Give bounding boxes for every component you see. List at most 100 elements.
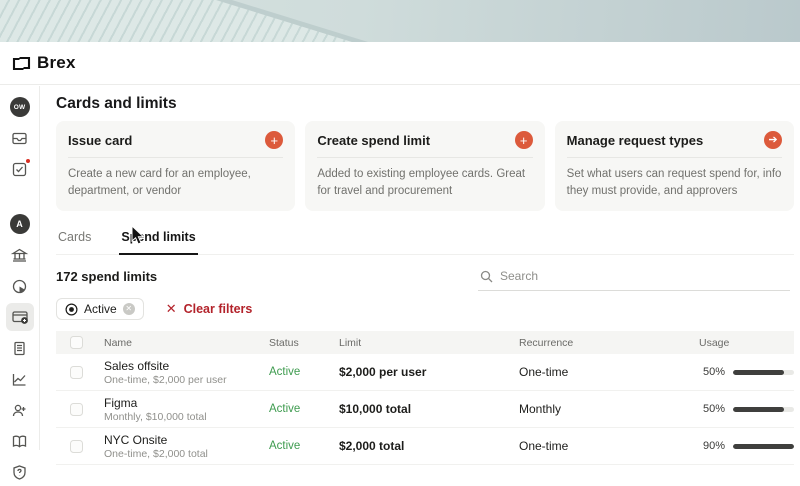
main-content: Cards and limits Issue card + Create a n… — [41, 86, 800, 466]
row-name: Sales offsite — [104, 358, 170, 373]
banner-stripe-pattern — [0, 0, 352, 42]
card-divider — [68, 157, 284, 158]
row-checkbox[interactable] — [70, 365, 83, 379]
status-badge: Active — [269, 440, 301, 453]
resources-icon — [12, 435, 27, 448]
brex-logo-icon — [12, 56, 31, 70]
list-header-row: 172 spend limits — [56, 266, 794, 292]
arrow-right-icon[interactable]: ➔ — [763, 131, 782, 149]
sidebar-item-banking[interactable] — [6, 241, 34, 269]
sidebar-avatar-a[interactable]: A — [6, 210, 34, 238]
insights-icon — [12, 279, 27, 293]
avatar-a-icon: A — [9, 214, 30, 234]
table-row[interactable]: NYC Onsite One-time, $2,000 total Active… — [56, 428, 794, 466]
row-recurrence: One-time — [519, 365, 569, 380]
brex-logo-text: Brex — [37, 53, 76, 72]
sidebar-item-bills[interactable] — [6, 334, 34, 362]
sidebar-avatar-ow[interactable]: OW — [6, 93, 34, 121]
spend-limits-table: Name Status Limit Recurrence Usage Sales… — [56, 331, 794, 466]
clear-x-icon: ✕ — [165, 301, 177, 317]
tab-cards[interactable]: Cards — [58, 230, 92, 245]
sidebar-item-support[interactable] — [6, 458, 34, 486]
row-name: NYC Onsite — [104, 432, 168, 447]
card-icon — [11, 311, 28, 324]
avatar-ow-icon: OW — [9, 97, 30, 117]
issue-card-card[interactable]: Issue card + Create a new card for an em… — [56, 121, 296, 212]
action-cards-row: Issue card + Create a new card for an em… — [56, 121, 794, 212]
filters-row: Active ✕ ✕ Clear filters — [56, 298, 794, 321]
active-filter-label: Active — [84, 302, 117, 317]
row-recurrence: Monthly — [519, 402, 562, 417]
tasks-icon — [12, 162, 27, 176]
team-icon — [12, 404, 26, 416]
sidebar-item-cards[interactable] — [5, 303, 34, 331]
page-title: Cards and limits — [56, 95, 177, 112]
issue-card-description: Create a new card for an employee, depar… — [68, 168, 251, 197]
create-spend-limit-description: Added to existing employee cards. Great … — [317, 168, 526, 197]
select-all-checkbox[interactable] — [70, 336, 83, 350]
tab-spend-limits[interactable]: Spend limits — [119, 224, 198, 256]
sidebar-item-reporting[interactable] — [6, 365, 34, 393]
table-row[interactable]: Figma Monthly, $10,000 total Active $10,… — [56, 391, 794, 429]
row-limit: $2,000 per user — [339, 365, 427, 380]
column-header-status[interactable]: Status — [269, 336, 299, 349]
card-divider — [317, 157, 533, 158]
manage-request-types-description: Set what users can request spend for, in… — [566, 168, 782, 197]
row-checkbox[interactable] — [70, 439, 83, 453]
usage-cell: 50% — [699, 366, 794, 378]
active-filter-chip[interactable]: Active ✕ — [56, 298, 144, 321]
sidebar-item-team[interactable] — [6, 396, 34, 424]
row-limit: $10,000 total — [339, 402, 412, 417]
usage-bar — [733, 369, 794, 375]
status-badge: Active — [269, 366, 301, 379]
radio-selected-icon — [65, 303, 78, 316]
bank-icon — [10, 248, 29, 262]
status-badge: Active — [269, 403, 301, 416]
row-name: Figma — [104, 395, 138, 410]
remove-filter-icon[interactable]: ✕ — [122, 303, 135, 316]
create-spend-limit-title: Create spend limit — [317, 132, 431, 148]
card-divider — [566, 157, 782, 158]
create-spend-limit-card[interactable]: Create spend limit + Added to existing e… — [305, 121, 545, 212]
search-input[interactable] — [500, 269, 788, 284]
issue-card-title: Issue card — [68, 132, 133, 148]
sidebar-item-resources[interactable] — [6, 427, 34, 455]
row-subtitle: Monthly, $10,000 total — [104, 410, 207, 423]
plus-icon[interactable]: + — [514, 131, 533, 149]
sidebar-item-insights[interactable] — [6, 272, 34, 300]
search-box[interactable] — [478, 266, 790, 292]
usage-bar — [733, 443, 794, 449]
row-recurrence: One-time — [519, 439, 569, 454]
row-limit: $2,000 total — [339, 439, 405, 454]
notification-dot — [24, 158, 31, 164]
usage-bar — [733, 406, 794, 412]
column-header-recurrence[interactable]: Recurrence — [519, 336, 574, 349]
sidebar-nav: OW A — [0, 86, 40, 480]
row-checkbox[interactable] — [70, 402, 83, 416]
clear-filters-label: Clear filters — [183, 302, 253, 317]
column-header-usage[interactable]: Usage — [699, 336, 730, 349]
plus-icon[interactable]: + — [265, 131, 284, 149]
clear-filters-button[interactable]: ✕ Clear filters — [166, 301, 253, 317]
support-icon — [13, 464, 26, 480]
table-header-row: Name Status Limit Recurrence Usage — [56, 331, 794, 355]
search-icon — [480, 270, 493, 283]
usage-percent: 50% — [702, 366, 725, 379]
row-subtitle: One-time, $2,000 per user — [104, 373, 227, 386]
usage-cell: 90% — [699, 440, 794, 452]
manage-request-types-title: Manage request types — [566, 132, 704, 148]
brex-logo[interactable]: Brex — [12, 53, 76, 73]
sidebar-item-tasks[interactable] — [6, 155, 34, 183]
spend-limits-count: 172 spend limits — [56, 269, 158, 285]
inbox-icon — [12, 132, 27, 144]
hero-banner — [0, 0, 800, 42]
usage-percent: 90% — [702, 440, 725, 453]
manage-request-types-card[interactable]: Manage request types ➔ Set what users ca… — [554, 121, 794, 212]
column-header-limit[interactable]: Limit — [339, 336, 362, 349]
table-row[interactable]: Sales offsite One-time, $2,000 per user … — [56, 354, 794, 392]
sidebar-item-inbox[interactable] — [6, 124, 34, 152]
bills-icon — [14, 341, 25, 355]
usage-cell: 50% — [699, 403, 794, 415]
reporting-icon — [12, 373, 26, 386]
column-header-name[interactable]: Name — [104, 336, 133, 349]
